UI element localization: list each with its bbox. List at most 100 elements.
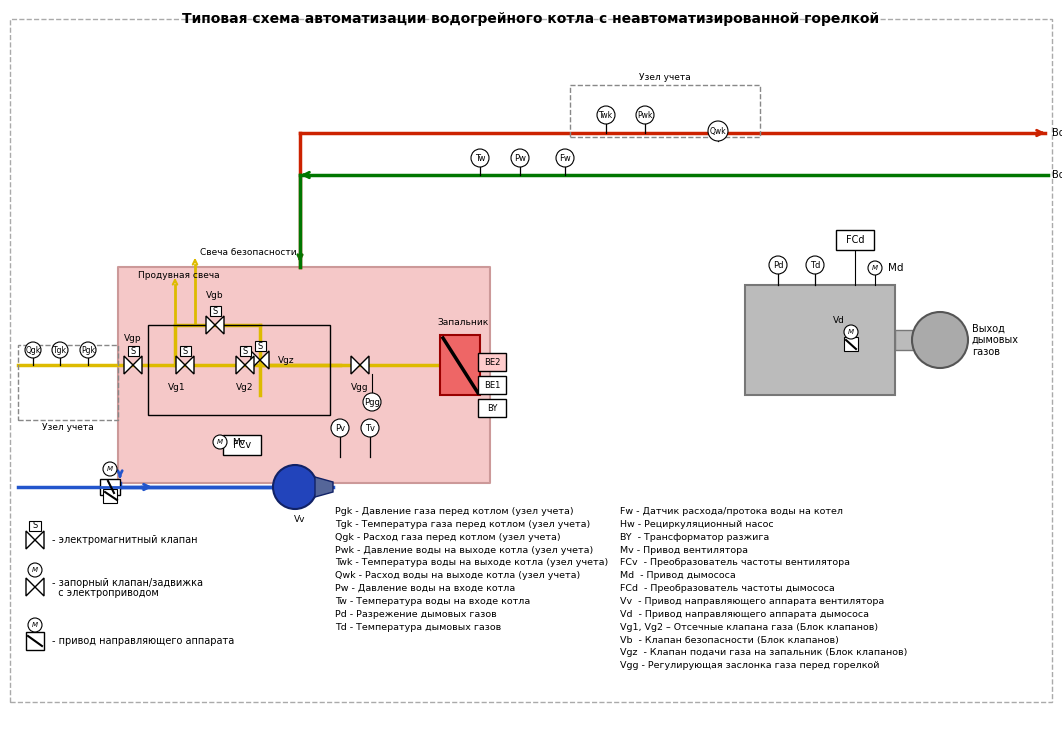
Text: Pv: Pv xyxy=(335,423,345,432)
Circle shape xyxy=(597,106,615,124)
Bar xyxy=(148,325,330,415)
Text: Pgk - Давление газа перед котлом (узел учета)
Tgk - Температура газа перед котло: Pgk - Давление газа перед котлом (узел у… xyxy=(335,507,609,631)
Bar xyxy=(118,267,490,483)
Polygon shape xyxy=(251,351,260,369)
Text: Qwk: Qwk xyxy=(709,126,726,135)
Text: Свеча безопасности: Свеча безопасности xyxy=(200,248,296,257)
Text: M: M xyxy=(847,329,854,335)
Text: Типовая схема автоматизации водогрейного котла с неавтоматизированной горелкой: Типовая схема автоматизации водогрейного… xyxy=(183,12,879,26)
Bar xyxy=(440,335,480,395)
Text: BE1: BE1 xyxy=(484,381,500,390)
Text: Vg1: Vg1 xyxy=(168,383,186,392)
Polygon shape xyxy=(185,356,194,374)
Bar xyxy=(100,479,120,495)
Circle shape xyxy=(213,435,227,449)
Text: Twk: Twk xyxy=(599,110,613,120)
Text: S: S xyxy=(32,522,37,531)
Text: Узел учета: Узел учета xyxy=(42,423,93,432)
Text: Mv: Mv xyxy=(232,437,245,446)
Circle shape xyxy=(868,261,883,275)
Text: S: S xyxy=(212,306,218,315)
Text: Вода после котла: Вода после котла xyxy=(1052,128,1062,138)
Text: Qgk: Qgk xyxy=(25,345,40,354)
Bar xyxy=(844,337,858,351)
Circle shape xyxy=(472,149,489,167)
Text: Pgg: Pgg xyxy=(364,398,380,406)
Circle shape xyxy=(25,342,41,358)
Bar xyxy=(836,230,874,250)
Text: Pwk: Pwk xyxy=(637,110,653,120)
Bar xyxy=(895,330,925,350)
Text: S: S xyxy=(131,346,136,356)
Text: Tv: Tv xyxy=(365,423,375,432)
Text: FCv: FCv xyxy=(233,440,251,450)
Polygon shape xyxy=(260,351,269,369)
Text: Tgk: Tgk xyxy=(53,345,67,354)
Bar xyxy=(478,353,506,371)
Bar xyxy=(25,632,44,650)
Text: M: M xyxy=(217,439,223,445)
Text: Узел учета: Узел учета xyxy=(639,73,691,82)
Bar xyxy=(478,376,506,394)
Circle shape xyxy=(28,563,42,577)
Circle shape xyxy=(52,342,68,358)
Circle shape xyxy=(80,342,96,358)
Circle shape xyxy=(28,618,42,632)
Text: Запальник: Запальник xyxy=(438,318,489,327)
Circle shape xyxy=(363,393,381,411)
Text: M: M xyxy=(107,466,113,472)
Polygon shape xyxy=(315,477,333,497)
Text: Td: Td xyxy=(810,260,820,270)
Circle shape xyxy=(361,419,379,437)
Text: M: M xyxy=(872,265,878,271)
Text: Tw: Tw xyxy=(475,154,485,162)
Bar xyxy=(478,399,506,417)
Polygon shape xyxy=(176,356,185,374)
Text: Fw: Fw xyxy=(559,154,571,162)
Text: Vgg: Vgg xyxy=(352,383,369,392)
Circle shape xyxy=(708,121,727,141)
Text: S: S xyxy=(257,342,262,351)
Text: Md: Md xyxy=(888,263,904,273)
Circle shape xyxy=(806,256,824,274)
Text: Продувная свеча: Продувная свеча xyxy=(138,271,220,280)
Text: Выход
дымовых
газов: Выход дымовых газов xyxy=(972,323,1020,356)
Polygon shape xyxy=(25,578,35,596)
Polygon shape xyxy=(352,356,360,374)
Bar xyxy=(746,285,895,395)
Text: BE2: BE2 xyxy=(484,357,500,367)
Polygon shape xyxy=(124,356,133,374)
Circle shape xyxy=(273,465,316,509)
Bar xyxy=(240,346,251,356)
Text: S: S xyxy=(242,346,247,356)
Text: - запорный клапан/задвижка: - запорный клапан/задвижка xyxy=(52,578,203,588)
Text: Fw - Датчик расхода/протока воды на котел
Hw - Рециркуляционный насос
BY  - Тран: Fw - Датчик расхода/протока воды на коте… xyxy=(620,507,907,670)
Circle shape xyxy=(844,325,858,339)
Text: Vgb: Vgb xyxy=(206,291,224,300)
Polygon shape xyxy=(133,356,142,374)
Polygon shape xyxy=(215,316,224,334)
Polygon shape xyxy=(206,316,215,334)
Circle shape xyxy=(331,419,349,437)
Text: S: S xyxy=(183,346,188,356)
Bar xyxy=(255,341,266,351)
Bar xyxy=(223,435,261,455)
Polygon shape xyxy=(245,356,254,374)
Text: Vd: Vd xyxy=(833,315,845,324)
Text: Вода перед котлом: Вода перед котлом xyxy=(1052,170,1062,180)
Polygon shape xyxy=(360,356,369,374)
Text: M: M xyxy=(32,622,38,628)
Circle shape xyxy=(511,149,529,167)
Text: FCd: FCd xyxy=(845,235,864,245)
Polygon shape xyxy=(35,578,44,596)
Text: Pgk: Pgk xyxy=(81,345,95,354)
Text: BY: BY xyxy=(486,404,497,412)
Bar xyxy=(18,345,118,420)
Circle shape xyxy=(556,149,573,167)
Polygon shape xyxy=(35,531,44,549)
Text: Pd: Pd xyxy=(773,260,784,270)
Bar xyxy=(127,346,138,356)
Bar xyxy=(570,85,760,137)
Bar xyxy=(179,346,190,356)
Bar xyxy=(103,489,117,503)
